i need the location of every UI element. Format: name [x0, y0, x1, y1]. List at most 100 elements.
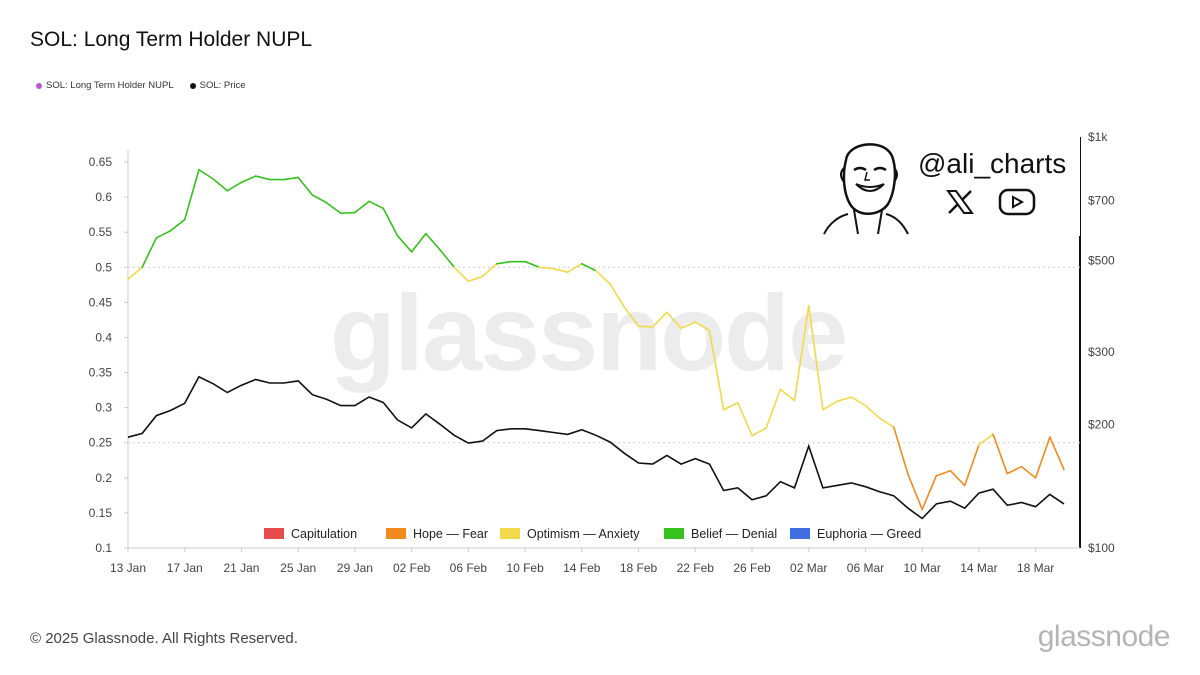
- nupl-segment: [949, 470, 966, 487]
- legend-item-price[interactable]: SOL: Price: [189, 80, 246, 91]
- y-right-tick-label: $700: [1088, 194, 1115, 208]
- x-tick-label: 17 Jan: [167, 561, 203, 575]
- nupl-segment: [1034, 436, 1051, 479]
- nupl-segment: [552, 267, 569, 273]
- nupl-segment: [311, 194, 328, 204]
- legend-swatch: [500, 528, 520, 539]
- legend-top: SOL: Long Term Holder NUPL SOL: Price: [36, 80, 246, 91]
- y-right-tick-label: $200: [1088, 417, 1115, 431]
- nupl-segment: [779, 388, 796, 402]
- x-tick-label: 14 Mar: [960, 561, 997, 575]
- nupl-segment: [1020, 465, 1037, 479]
- nupl-segment: [963, 444, 980, 487]
- nupl-segment: [751, 427, 767, 437]
- nupl-segment: [566, 262, 583, 273]
- legend-swatch: [664, 528, 684, 539]
- legend-label-nupl: SOL: Long Term Holder NUPL: [46, 80, 174, 91]
- nupl-segment: [807, 305, 824, 411]
- nupl-segment: [708, 329, 725, 411]
- nupl-segment: [595, 269, 611, 285]
- nupl-segment: [524, 260, 541, 269]
- nupl-segment: [737, 401, 753, 437]
- legend-label: Optimism — Anxiety: [527, 527, 640, 541]
- y-tick-label: 0.5: [95, 260, 112, 274]
- author-badge: @ali_charts: [818, 132, 1080, 236]
- x-tick-label: 02 Mar: [790, 561, 827, 575]
- y-tick-label: 0.4: [95, 330, 112, 344]
- x-tick-label: 21 Jan: [223, 561, 259, 575]
- nupl-segment: [978, 433, 994, 446]
- nupl-segment: [878, 417, 895, 429]
- brand-logo: glassnode: [1037, 620, 1171, 653]
- x-tick-label: 06 Mar: [847, 561, 884, 575]
- nupl-segment: [339, 211, 356, 215]
- legend-label: Euphoria — Greed: [817, 527, 921, 541]
- y-right-tick-label: $300: [1088, 345, 1115, 359]
- x-tick-label: 18 Mar: [1017, 561, 1054, 575]
- x-logo-icon[interactable]: [946, 189, 974, 215]
- nupl-segment: [992, 433, 1009, 475]
- nupl-segment: [396, 234, 413, 253]
- y-tick-label: 0.55: [89, 225, 113, 239]
- nupl-segment: [651, 311, 668, 328]
- nupl-segment: [793, 305, 810, 402]
- nupl-segment: [226, 181, 243, 192]
- nupl-segment: [822, 400, 838, 411]
- x-tick-label: 29 Jan: [337, 561, 373, 575]
- legend-label: Capitulation: [291, 527, 357, 541]
- x-tick-label: 10 Mar: [904, 561, 941, 575]
- y-tick-label: 0.65: [89, 155, 113, 169]
- nupl-segment: [836, 396, 853, 403]
- grid: [127, 137, 1081, 549]
- y-tick-label: 0.35: [89, 366, 113, 380]
- legend-swatch: [264, 528, 284, 539]
- legend-dot-price: [189, 82, 196, 89]
- legend-swatch: [790, 528, 810, 539]
- nupl-segment: [1006, 465, 1023, 475]
- legend-dot-nupl: [36, 82, 42, 89]
- nupl-segment: [169, 218, 186, 232]
- nupl-segment: [141, 237, 158, 269]
- nupl-segment: [283, 176, 299, 181]
- legend-label-price: SOL: Price: [199, 80, 246, 91]
- nupl-segment: [212, 178, 229, 192]
- nupl-segment: [410, 232, 427, 253]
- nupl-segment: [425, 232, 441, 251]
- nupl-segment: [453, 266, 470, 283]
- y-tick-label: 0.2: [95, 471, 112, 485]
- nupl-segment: [538, 266, 555, 270]
- nupl-segment: [765, 388, 782, 429]
- y-tick-label: 0.25: [89, 436, 113, 450]
- nupl-segment: [694, 321, 711, 332]
- nupl-segment: [581, 262, 597, 272]
- avatar-icon: [823, 143, 909, 235]
- y-tick-label: 0.1: [95, 541, 112, 555]
- youtube-icon[interactable]: [998, 188, 1036, 216]
- nupl-segment: [722, 401, 739, 411]
- nupl-segment: [935, 470, 952, 477]
- legend-bottom: Capitulation Hope — Fear Optimism — Anxiet…: [264, 527, 921, 541]
- copyright: © 2025 Glassnode. All Rights Reserved.: [30, 630, 298, 647]
- x-tick-label: 06 Feb: [450, 561, 488, 575]
- price-line: [127, 375, 1065, 520]
- social-icons: [946, 188, 1036, 216]
- x-tick-label: 02 Feb: [393, 561, 431, 575]
- y-tick-label: 0.45: [89, 295, 113, 309]
- y-right-tick-label: $500: [1088, 254, 1115, 268]
- nupl-segment: [623, 306, 640, 328]
- nupl-segment: [382, 207, 399, 237]
- y-tick-label: 0.3: [95, 401, 112, 415]
- x-tick-label: 14 Feb: [563, 561, 601, 575]
- nupl-segment: [609, 283, 626, 309]
- nupl-segment: [850, 396, 867, 407]
- x-tick-label: 13 Jan: [110, 561, 146, 575]
- y-axis-left: 0.65 0.6 0.55 0.5 0.45 0.4 0.35 0.3 0.25 0.2 0.15 0…: [89, 155, 128, 555]
- watermark: glassnode: [330, 272, 848, 393]
- legend-item-nupl[interactable]: SOL: Long Term Holder NUPL: [36, 80, 174, 91]
- nupl-segment: [198, 168, 214, 180]
- nupl-segment: [495, 260, 512, 265]
- nupl-segment: [921, 474, 938, 511]
- nupl-segment: [680, 321, 697, 330]
- nupl-segment: [907, 473, 923, 511]
